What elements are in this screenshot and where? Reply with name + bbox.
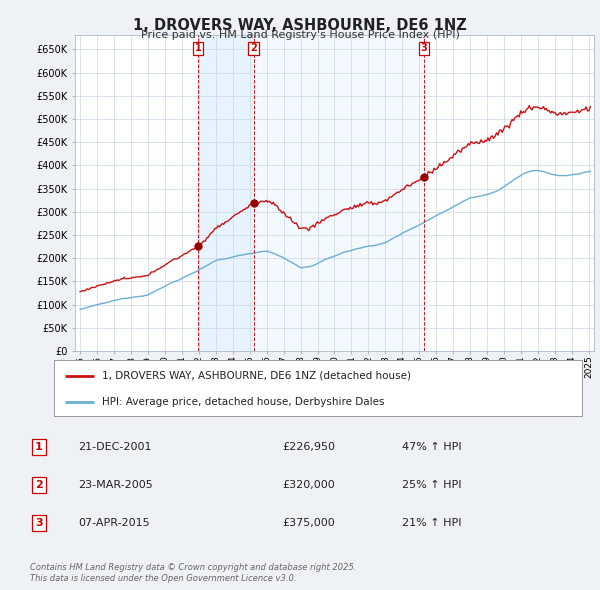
Text: 25% ↑ HPI: 25% ↑ HPI — [402, 480, 461, 490]
Text: 23-MAR-2005: 23-MAR-2005 — [78, 480, 153, 490]
Text: 47% ↑ HPI: 47% ↑ HPI — [402, 442, 461, 451]
Text: 3: 3 — [421, 43, 427, 53]
Text: £375,000: £375,000 — [282, 519, 335, 528]
Text: 1: 1 — [195, 43, 202, 53]
Text: Contains HM Land Registry data © Crown copyright and database right 2025.
This d: Contains HM Land Registry data © Crown c… — [30, 563, 356, 583]
Text: Price paid vs. HM Land Registry's House Price Index (HPI): Price paid vs. HM Land Registry's House … — [140, 30, 460, 40]
Text: 3: 3 — [35, 519, 43, 528]
Text: £320,000: £320,000 — [282, 480, 335, 490]
Text: 21-DEC-2001: 21-DEC-2001 — [78, 442, 151, 451]
Text: 07-APR-2015: 07-APR-2015 — [78, 519, 149, 528]
Text: 1: 1 — [35, 442, 43, 451]
Text: 2: 2 — [35, 480, 43, 490]
Bar — [199, 35, 254, 351]
Text: 2: 2 — [250, 43, 257, 53]
Text: HPI: Average price, detached house, Derbyshire Dales: HPI: Average price, detached house, Derb… — [101, 397, 384, 407]
Text: 21% ↑ HPI: 21% ↑ HPI — [402, 519, 461, 528]
Bar — [254, 35, 424, 351]
Text: 1, DROVERS WAY, ASHBOURNE, DE6 1NZ (detached house): 1, DROVERS WAY, ASHBOURNE, DE6 1NZ (deta… — [101, 371, 410, 381]
Text: £226,950: £226,950 — [282, 442, 335, 451]
Text: 1, DROVERS WAY, ASHBOURNE, DE6 1NZ: 1, DROVERS WAY, ASHBOURNE, DE6 1NZ — [133, 18, 467, 32]
